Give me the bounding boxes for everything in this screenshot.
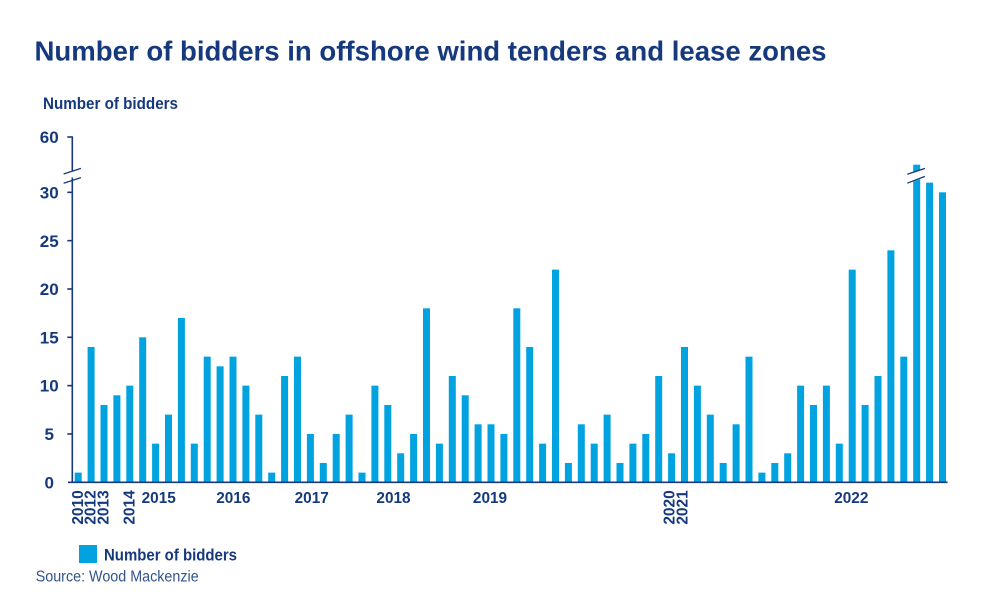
svg-text:15: 15 [40,328,59,347]
svg-text:Source: Wood Mackenzie: Source: Wood Mackenzie [36,569,199,586]
svg-text:2010: 2010 [70,490,87,524]
svg-text:Number of bidders: Number of bidders [104,545,237,564]
svg-text:Number of bidders in offshore: Number of bidders in offshore wind tende… [35,35,827,66]
svg-text:2019: 2019 [473,490,507,507]
svg-text:2018: 2018 [376,490,410,507]
svg-text:10: 10 [40,377,59,396]
svg-text:Number of bidders: Number of bidders [43,94,178,113]
svg-text:0: 0 [44,473,53,492]
svg-text:2014: 2014 [121,490,138,525]
svg-text:2012: 2012 [83,490,100,524]
svg-text:30: 30 [40,183,59,202]
svg-text:2013: 2013 [96,490,113,525]
svg-text:2017: 2017 [295,490,329,507]
svg-text:2016: 2016 [216,490,250,507]
svg-text:25: 25 [40,232,59,251]
svg-text:5: 5 [44,425,53,444]
svg-text:20: 20 [40,280,59,299]
svg-text:2020: 2020 [662,490,679,524]
svg-text:2021: 2021 [675,490,692,525]
svg-text:2022: 2022 [834,490,868,507]
svg-text:2015: 2015 [142,490,176,507]
svg-text:60: 60 [40,128,59,147]
